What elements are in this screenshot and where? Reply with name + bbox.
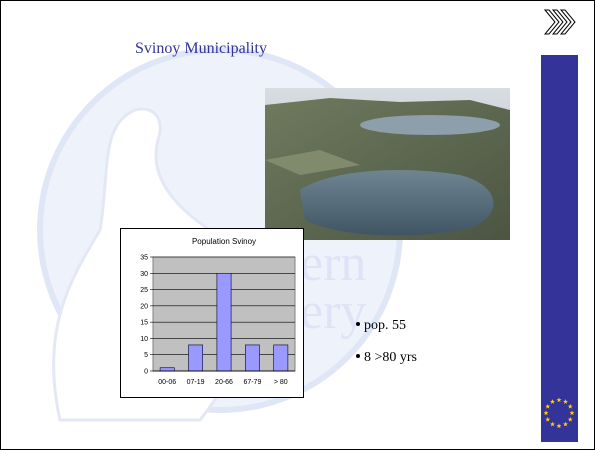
chart: 0 5 10 15 20 25 30 35 00-06 07-19 20-66 67-79 > 80 xyxy=(140,255,295,387)
photo xyxy=(265,88,510,240)
y-tick-label: 25 xyxy=(140,287,148,294)
bar xyxy=(245,345,259,371)
bar xyxy=(217,273,231,371)
slide: ern ery Svinoy Municipality Population S… xyxy=(0,0,595,450)
y-tick-label: 5 xyxy=(144,352,148,359)
bullet xyxy=(356,354,360,358)
side-bar xyxy=(541,55,578,442)
x-tick-label: 07-19 xyxy=(187,379,205,386)
x-tick-label: 20-66 xyxy=(215,379,233,386)
bullet-text: pop. 55 xyxy=(364,318,406,333)
x-tick-label: 67-79 xyxy=(243,379,261,386)
slide-title: Svinoy Municipality xyxy=(135,40,267,57)
y-tick-label: 20 xyxy=(140,303,148,310)
y-tick-label: 10 xyxy=(140,336,148,343)
bullet xyxy=(356,322,360,326)
y-tick-label: 35 xyxy=(140,255,148,262)
watermark-text: ery xyxy=(300,283,366,340)
bar xyxy=(160,368,174,371)
chart-title: Population Svinoy xyxy=(192,237,256,246)
bar xyxy=(274,345,288,371)
x-tick-label: > 80 xyxy=(274,379,288,386)
bullet-text: 8 >80 yrs xyxy=(364,350,417,365)
y-tick-label: 30 xyxy=(140,271,148,278)
y-tick-label: 0 xyxy=(144,369,148,376)
bar xyxy=(189,345,203,371)
x-tick-label: 00-06 xyxy=(158,379,176,386)
y-tick-label: 15 xyxy=(140,320,148,327)
page: ern ery Svinoy Municipality Population S… xyxy=(0,0,595,450)
